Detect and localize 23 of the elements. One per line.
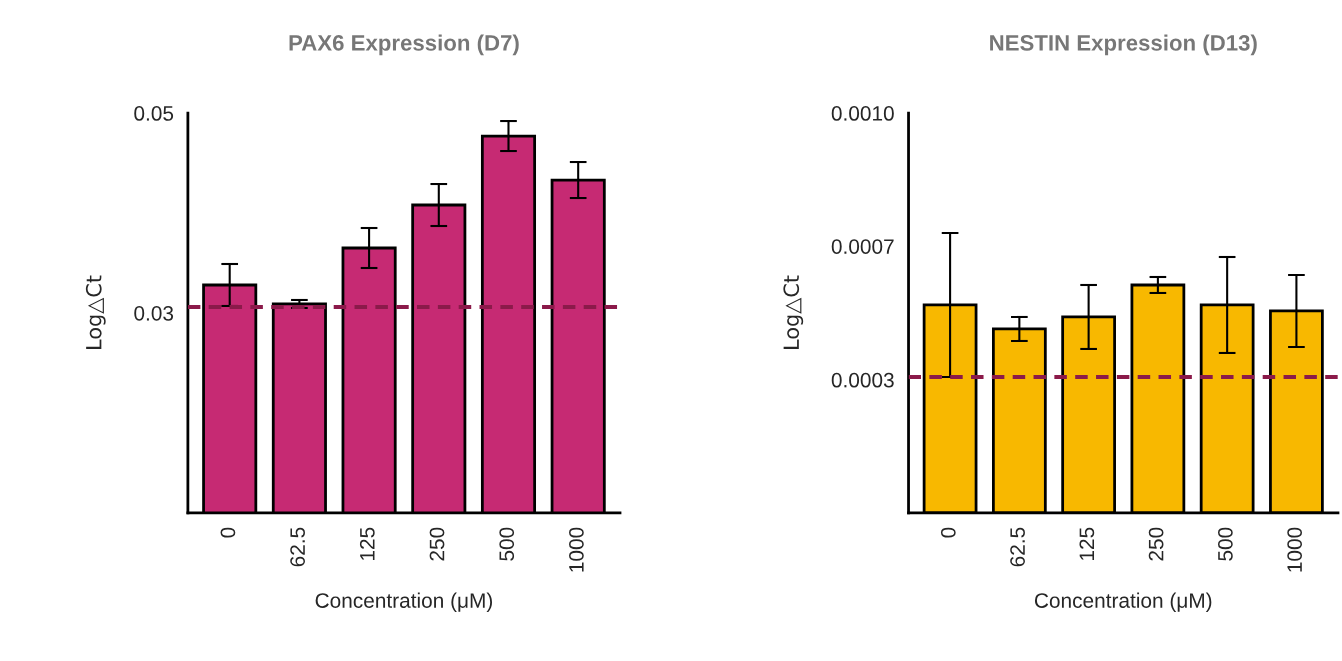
y-tick-label: 0.0003 (831, 372, 894, 388)
y-tick-label: 0.03 (134, 305, 174, 321)
y-tick-label: 0.0010 (831, 106, 894, 121)
x-tick-label: 1000 (1287, 527, 1303, 572)
x-tick-label: 500 (1217, 527, 1233, 561)
y-tick-label: 0.0007 (831, 239, 894, 254)
x-tick-label: 500 (499, 527, 515, 561)
chart-title: NESTIN Expression (D13) (990, 34, 1257, 56)
x-tick-label: 62.5 (290, 527, 305, 567)
x-tick-label: 125 (359, 527, 375, 560)
x-tick-label: 0 (940, 527, 956, 538)
x-tick-label: 250 (429, 527, 445, 561)
x-tick-label: 0 (220, 527, 236, 538)
x-tick-label: 62.5 (1010, 527, 1025, 567)
y-axis-title: Log△Ct (783, 275, 804, 349)
x-axis-title: Concentration (μM) (315, 592, 493, 613)
x-tick-label: 250 (1148, 527, 1164, 561)
x-tick-label: 125 (1079, 527, 1095, 560)
x-tick-label: 1000 (569, 527, 584, 572)
y-axis-title: Log△Ct (85, 275, 106, 349)
chart-title: PAX6 Expression (D7) (289, 34, 519, 56)
x-axis-title: Concentration (μM) (1034, 592, 1212, 613)
y-tick-label: 0.05 (134, 106, 174, 121)
